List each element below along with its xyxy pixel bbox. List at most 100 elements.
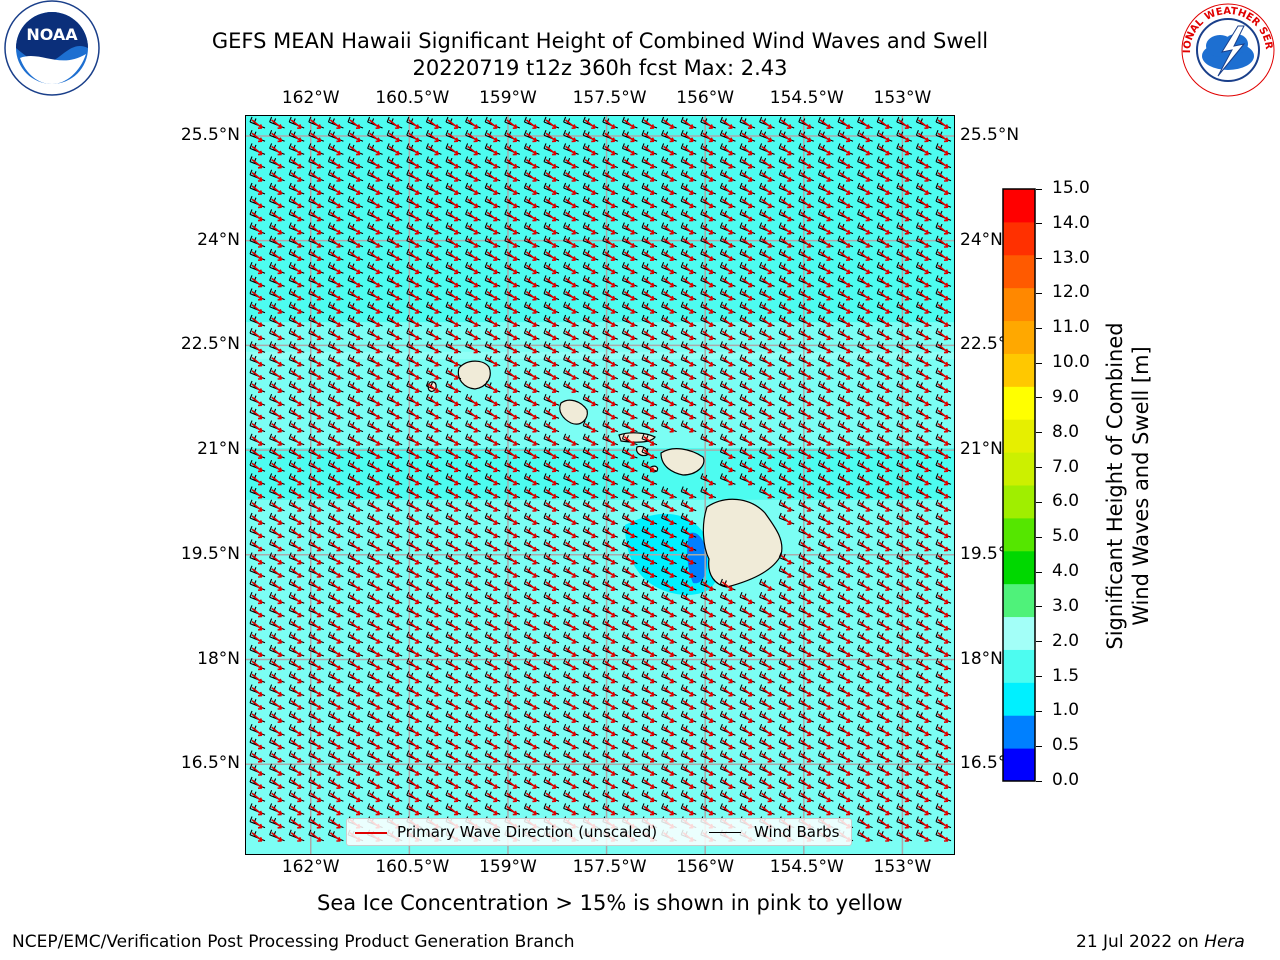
colorbar-tick-mark	[1036, 536, 1042, 538]
footer-date: 21 Jul 2022 on	[1076, 932, 1205, 952]
map-legend: Primary Wave Direction (unscaled) Wind B…	[346, 818, 852, 846]
wave-legend-label: Primary Wave Direction (unscaled)	[397, 823, 658, 841]
wave-arrow	[251, 119, 263, 129]
light-wave-bands	[245, 322, 955, 855]
colorbar-tick-label: 5.0	[1052, 526, 1080, 547]
chart-title: GEFS MEAN Hawaii Significant Height of C…	[211, 29, 989, 53]
colorbar-tick-label: 7.0	[1052, 456, 1080, 477]
noaa-logo-text: NOAA	[26, 25, 78, 44]
wave-legend-swatch	[355, 832, 387, 834]
colorbar-tick-label: 3.0	[1052, 595, 1080, 616]
colorbar-tick-mark	[1036, 606, 1042, 608]
colorbar-tick-label: 9.0	[1052, 386, 1080, 407]
island-oahu	[559, 399, 588, 425]
lon-label-top: 157.5°W	[572, 88, 647, 108]
colorbar-segment	[1003, 649, 1035, 683]
barb-legend-label: Wind Barbs	[754, 823, 840, 841]
nws-logo-icon: NATIONAL WEATHER SERVICE	[1178, 0, 1276, 98]
hawaiian-islands	[427, 360, 783, 588]
island-maui	[660, 448, 705, 476]
wave-height-map	[245, 115, 955, 855]
lat-label-left: 22.5°N	[180, 334, 240, 355]
colorbar-segment	[1003, 386, 1035, 420]
colorbar-tick-label: 15.0	[1052, 178, 1090, 198]
sea-ice-caption: Sea Ice Concentration > 15% is shown in …	[317, 891, 903, 915]
colorbar-tick-label: 1.5	[1052, 665, 1080, 686]
colorbar-segment	[1003, 616, 1035, 650]
lon-label-top: 153°W	[873, 88, 932, 108]
wave-arrow	[271, 119, 283, 129]
colorbar-tick-label: 10.0	[1052, 352, 1090, 373]
colorbar-tick-mark	[1036, 467, 1042, 469]
colorbar-tick-mark	[1036, 745, 1042, 747]
lat-label-right: 21°N	[960, 439, 1003, 460]
island-hawaii	[702, 498, 783, 588]
colorbar-tick-mark	[1036, 780, 1042, 782]
lat-label-left: 19.5°N	[180, 543, 240, 564]
colorbar	[1002, 188, 1036, 782]
colorbar-tick-mark	[1036, 188, 1042, 190]
colorbar-tick-mark	[1036, 223, 1042, 225]
island-kauai	[457, 360, 491, 390]
colorbar-segment	[1003, 452, 1035, 486]
colorbar-segment	[1003, 189, 1035, 223]
colorbar-tick-mark	[1036, 710, 1042, 712]
colorbar-tick-label: 14.0	[1052, 212, 1090, 233]
colorbar-segment	[1003, 221, 1035, 256]
colorbar-tick-label: 8.0	[1052, 421, 1080, 442]
lat-label-left: 25.5°N	[180, 124, 240, 145]
colorbar-tick-label: 4.0	[1052, 561, 1080, 582]
colorbar-tick-mark	[1036, 258, 1042, 260]
colorbar-segment	[1003, 550, 1035, 585]
colorbar-tick-mark	[1036, 676, 1042, 678]
colorbar-segment	[1003, 583, 1035, 618]
colorbar-title-line2: Wind Waves and Swell [m]	[1129, 346, 1153, 626]
lat-label-right: 25.5°N	[960, 124, 1020, 145]
lat-label-right: 24°N	[960, 229, 1003, 250]
colorbar-tick-label: 13.0	[1052, 247, 1090, 268]
chart-subtitle: 20220719 t12z 360h fcst Max: 2.43	[412, 56, 788, 80]
colorbar-segment	[1003, 419, 1035, 453]
colorbar-tick-mark	[1036, 641, 1042, 643]
lon-label-bottom: 153°W	[873, 857, 932, 877]
colorbar-segment	[1003, 287, 1035, 322]
lon-label-top: 154.5°W	[769, 88, 844, 108]
footer-machine: Hera	[1204, 932, 1245, 952]
lon-label-bottom: 154.5°W	[769, 857, 844, 877]
colorbar-segment	[1003, 353, 1035, 387]
colorbar-tick-mark	[1036, 501, 1042, 503]
lon-label-bottom: 159°W	[479, 857, 537, 877]
colorbar-tick-label: 0.0	[1052, 770, 1080, 790]
barb-legend-swatch	[709, 832, 741, 833]
lat-label-left: 24°N	[197, 229, 240, 250]
colorbar-segment	[1003, 682, 1035, 716]
colorbar-tick-mark	[1036, 362, 1042, 364]
noaa-logo-icon: NOAA	[4, 0, 100, 96]
colorbar-tick-mark	[1036, 327, 1042, 329]
lon-label-bottom: 162°W	[281, 857, 340, 877]
colorbar-tick-label: 11.0	[1052, 317, 1090, 338]
colorbar-segment	[1003, 254, 1035, 289]
footer-right: 21 Jul 2022 on Hera	[1076, 932, 1245, 952]
colorbar-tick-mark	[1036, 571, 1042, 573]
footer-left: NCEP/EMC/Verification Post Processing Pr…	[12, 932, 575, 952]
colorbar-tick-label: 2.0	[1052, 630, 1080, 651]
lon-label-top: 156°W	[676, 88, 735, 108]
lat-label-right: 18°N	[960, 648, 1003, 669]
colorbar-tick-label: 1.0	[1052, 700, 1080, 721]
colorbar-segment	[1003, 517, 1035, 552]
colorbar-tick-mark	[1036, 432, 1042, 434]
colorbar-title-line1: Significant Height of Combined	[1103, 322, 1127, 650]
lon-label-bottom: 160.5°W	[375, 857, 450, 877]
colorbar-segment	[1003, 485, 1035, 519]
lat-label-left: 21°N	[197, 439, 240, 460]
colorbar-tick-label: 6.0	[1052, 491, 1080, 512]
colorbar-tick-mark	[1036, 292, 1042, 294]
colorbar-segment	[1003, 320, 1035, 354]
lon-label-top: 162°W	[281, 88, 340, 108]
colorbar-tick-label: 12.0	[1052, 282, 1090, 303]
lon-label-bottom: 156°W	[676, 857, 735, 877]
lon-label-top: 160.5°W	[375, 88, 450, 108]
colorbar-tick-label: 0.5	[1052, 735, 1080, 756]
lat-label-left: 18°N	[197, 648, 240, 669]
